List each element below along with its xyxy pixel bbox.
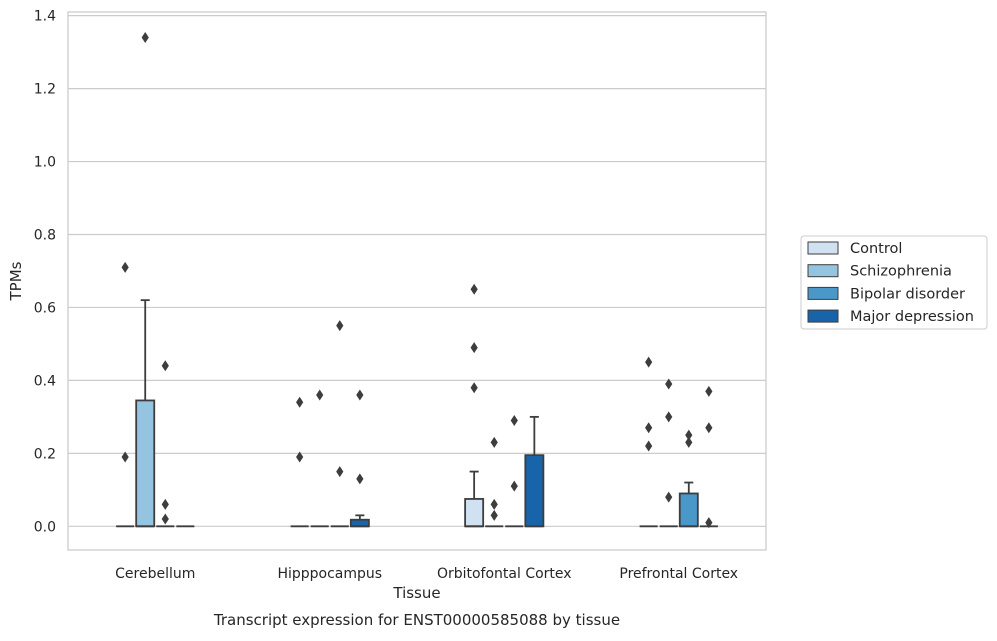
x-tick-label: Orbitofontal Cortex xyxy=(437,566,572,582)
outlier-point xyxy=(121,261,129,273)
outlier-point xyxy=(645,356,653,368)
x-tick-label: Prefrontal Cortex xyxy=(619,566,738,582)
outlier-point xyxy=(336,320,344,332)
box-rect xyxy=(524,454,545,528)
box-rect xyxy=(678,492,699,528)
box-elements xyxy=(116,299,718,528)
outlier-point xyxy=(356,389,364,401)
legend-frame xyxy=(800,235,988,330)
outlier-point xyxy=(316,389,324,401)
y-tick-label: 0.8 xyxy=(34,227,56,243)
outlier-point xyxy=(161,498,169,510)
legend-swatch xyxy=(807,309,839,323)
legend-label: Control xyxy=(850,241,902,257)
chart-caption: Transcript expression for ENST0000058508… xyxy=(213,611,620,629)
legend-swatch xyxy=(807,241,839,255)
legend-swatch xyxy=(807,286,839,300)
y-tick-label: 1.4 xyxy=(34,9,56,25)
y-tick-label: 0.2 xyxy=(34,446,56,462)
outlier-point xyxy=(665,411,673,423)
outlier-point xyxy=(510,480,518,492)
legend-swatch xyxy=(807,264,839,278)
outlier-point xyxy=(490,498,498,510)
y-tick-label: 1.2 xyxy=(34,82,56,98)
outlier-point xyxy=(665,378,673,390)
plot-background xyxy=(68,12,766,550)
outlier-point xyxy=(685,429,693,441)
x-axis-label: Tissue xyxy=(392,584,440,602)
outlier-point xyxy=(121,451,129,463)
legend-label: Bipolar disorder xyxy=(850,286,965,302)
grid-lines xyxy=(68,15,766,527)
outlier-point xyxy=(356,473,364,485)
outlier-point xyxy=(470,283,478,295)
outlier-point xyxy=(296,396,304,408)
outlier-point xyxy=(645,440,653,452)
x-tick-label: Hipppocampus xyxy=(277,566,382,582)
outlier-point xyxy=(705,385,713,397)
legend-label: Major depression xyxy=(850,309,974,325)
box-rect xyxy=(464,498,485,528)
plot-frame xyxy=(67,11,767,551)
legend: Control Schizophrenia Bipolar disorder Majo… xyxy=(800,235,988,330)
outlier-point xyxy=(470,342,478,354)
outlier-point xyxy=(161,513,169,525)
y-tick-label: 0.0 xyxy=(34,519,56,535)
legend-label: Schizophrenia xyxy=(850,264,952,280)
x-tick-labels: Cerebellum Hipppocampus Orbitofontal Corte… xyxy=(115,566,738,582)
y-tick-labels: 0.0 0.2 0.4 0.6 0.8 1.0 1.2 1.4 xyxy=(34,9,56,536)
outlier-point xyxy=(705,422,713,434)
y-tick-label: 0.4 xyxy=(34,373,56,389)
outlier-point xyxy=(490,436,498,448)
outlier-point xyxy=(685,436,693,448)
outlier-point xyxy=(705,517,713,529)
outlier-point xyxy=(665,491,673,503)
outlier-point xyxy=(141,32,149,44)
outlier-point xyxy=(336,466,344,478)
outlier-point xyxy=(510,415,518,427)
x-tick-label: Cerebellum xyxy=(115,566,195,582)
outlier-point xyxy=(645,422,653,434)
outlier-markers xyxy=(121,32,713,529)
outlier-point xyxy=(161,360,169,372)
outlier-point xyxy=(296,451,304,463)
outlier-point xyxy=(470,382,478,394)
outlier-point xyxy=(490,509,498,521)
y-tick-label: 1.0 xyxy=(34,155,56,171)
y-axis-label: TPMs xyxy=(7,261,25,301)
box-rect xyxy=(135,399,156,528)
y-tick-label: 0.6 xyxy=(34,300,56,316)
box-rect xyxy=(349,518,370,528)
